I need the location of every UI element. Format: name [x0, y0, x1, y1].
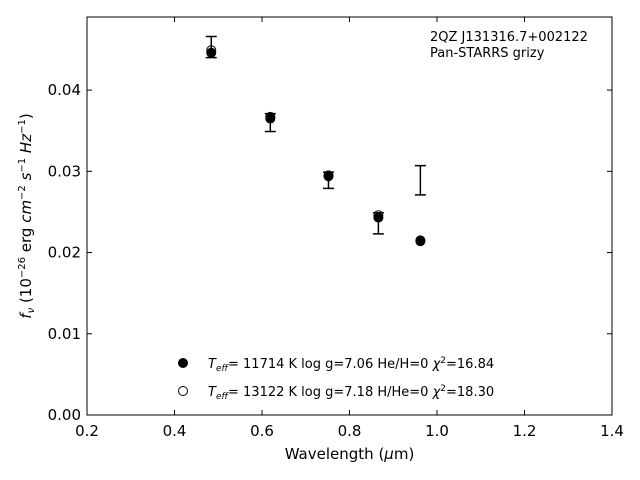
- model-point-open: [415, 235, 426, 246]
- x-tick-label: 1.2: [513, 422, 537, 440]
- model-point-open: [373, 210, 384, 221]
- x-tick-label: 0.6: [250, 422, 274, 440]
- y-axis-label: fν (10−26 erg cm−2 s−1 Hz−1): [17, 113, 37, 318]
- x-tick-label: 0.8: [338, 422, 362, 440]
- observed-errorbars: [205, 35, 426, 235]
- model-points: [206, 45, 426, 247]
- x-axis-label: Wavelength (μm): [285, 445, 415, 463]
- model-point-open: [206, 45, 217, 56]
- x-tick-label: 0.2: [75, 422, 99, 440]
- model-point-filled: [415, 236, 426, 247]
- x-tick-label: 0.4: [163, 422, 187, 440]
- y-tick-label: 0.01: [48, 325, 81, 343]
- legend: Teff= 11714 K log g=7.06 He/H=0 χ2=16.84…: [178, 356, 494, 402]
- legend-marker-filled: [178, 358, 188, 368]
- y-tick-label: 0.04: [48, 81, 81, 99]
- y-tick-label: 0.02: [48, 244, 81, 262]
- legend-entry-2: Teff= 13122 K log g=7.18 H/He=0 χ2=18.30: [208, 384, 494, 402]
- legend-marker-open: [178, 386, 188, 396]
- x-tick-label: 1.0: [425, 422, 449, 440]
- annotation-survey: Pan-STARRS grizy: [430, 46, 545, 61]
- annotation-object: 2QZ J131316.7+002122: [430, 30, 588, 45]
- legend-entry-1: Teff= 11714 K log g=7.06 He/H=0 χ2=16.84: [208, 356, 494, 374]
- y-tick-label: 0.03: [48, 162, 81, 180]
- y-tick-label: 0.00: [48, 406, 81, 424]
- model-point-filled: [323, 171, 334, 182]
- y-ticks: 0.00 0.01 0.02 0.03 0.04: [48, 81, 612, 424]
- model-point-filled: [373, 212, 384, 223]
- x-ticks: 0.2 0.4 0.6 0.8 1.0 1.2 1.4: [75, 17, 624, 440]
- model-point-filled: [206, 47, 217, 58]
- plot-frame: [86, 16, 613, 416]
- model-point-open: [265, 111, 276, 122]
- model-point-open: [323, 170, 334, 181]
- x-tick-label: 1.4: [600, 422, 624, 440]
